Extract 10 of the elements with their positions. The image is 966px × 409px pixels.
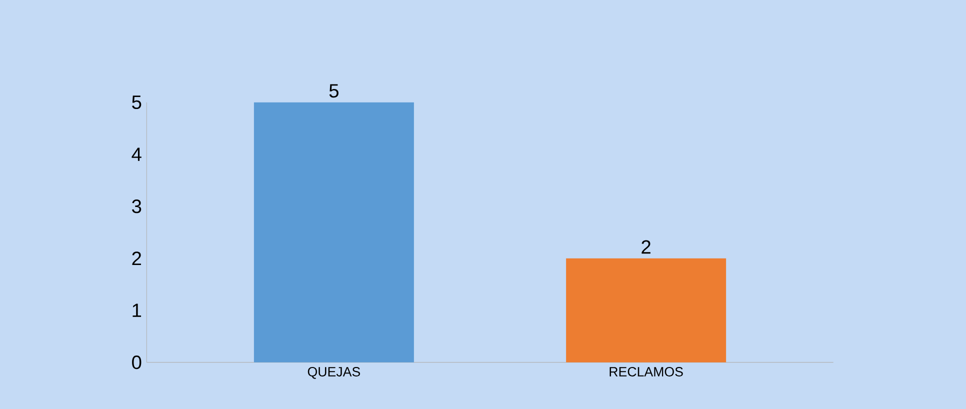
x-tick-label: QUEJAS [308,367,360,379]
y-tick-label: 3 [132,200,142,214]
x-tick-label: RECLAMOS [610,367,683,376]
y-tick-label: 0 [132,356,142,370]
y-tick-label: 4 [132,148,142,161]
data-label: 5 [329,84,338,98]
y-tick-label: 2 [132,252,141,266]
data-label: 2 [642,240,650,254]
y-tick-label: 5 [132,96,142,110]
y-tick-label: 1 [132,304,142,317]
